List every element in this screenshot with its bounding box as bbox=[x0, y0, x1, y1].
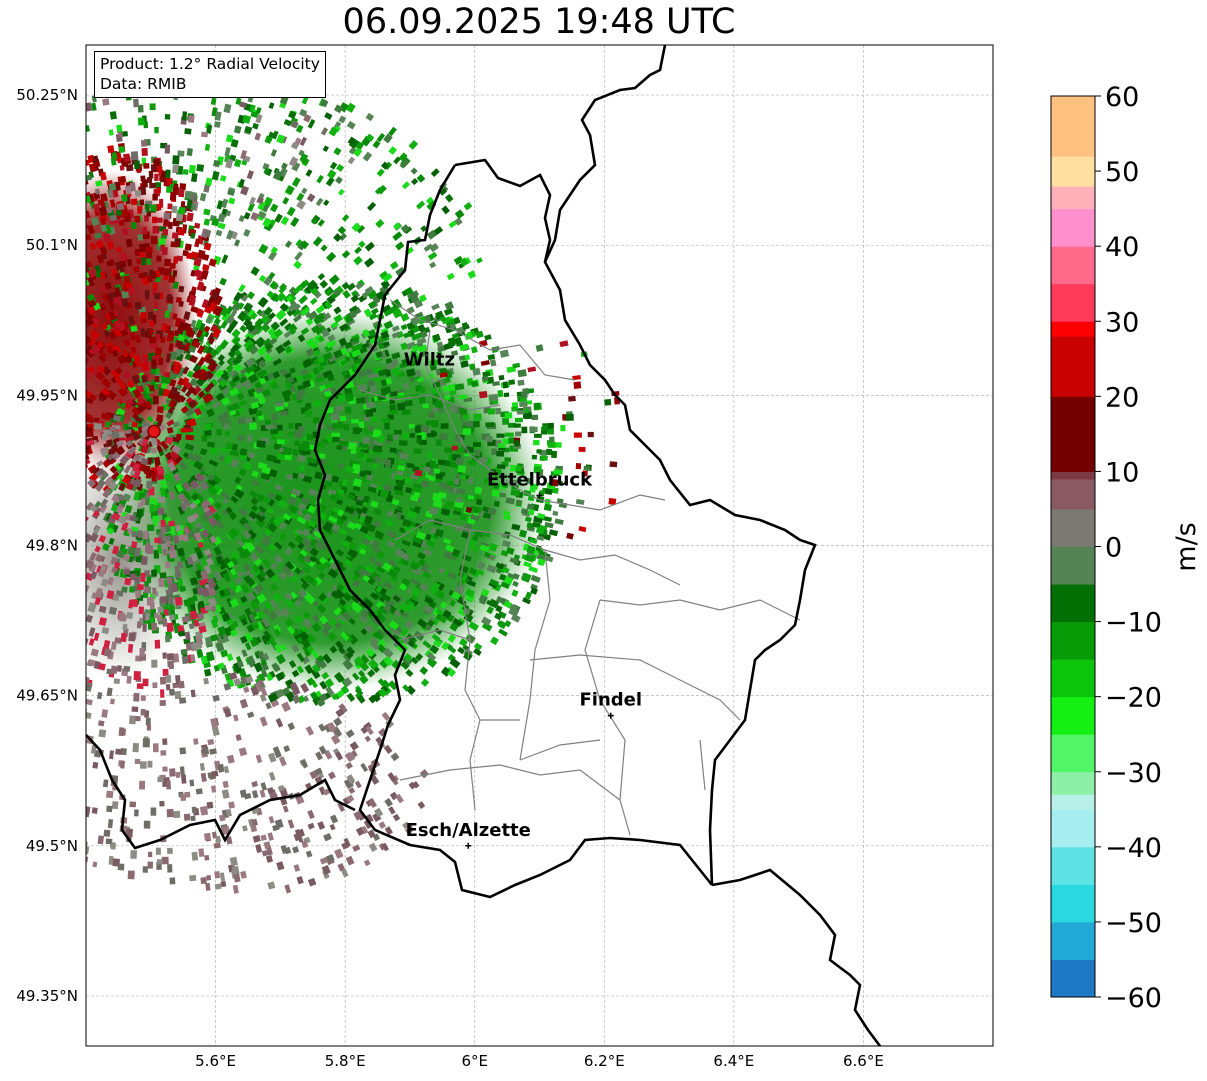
colorbar-segment bbox=[1051, 734, 1095, 773]
city-label: Ettelbruck bbox=[487, 469, 593, 490]
radar-site-marker bbox=[147, 424, 161, 439]
map-title: 06.09.2025 19:48 UTC bbox=[342, 2, 736, 42]
colorbar-segment bbox=[1051, 156, 1095, 187]
colorbar-segment bbox=[1051, 546, 1095, 585]
colorbar-segment bbox=[1051, 471, 1095, 480]
lon-tick-label: 5.8°E bbox=[325, 1052, 366, 1070]
y-axis-ticks: 50.25°N 50.1°N 49.95°N 49.8°N 49.65°N 49.5°N 4… bbox=[16, 86, 78, 1005]
colorbar-segment bbox=[1051, 959, 1095, 998]
colorbar-ticks: 60 50 40 30 20 10 0 −10 −20 −30 −40 −50 −60 bbox=[1095, 82, 1162, 1014]
product-info-box: Product: 1.2° Radial Velocity Data: RMIB bbox=[94, 51, 326, 98]
canton-boundaries bbox=[359, 299, 801, 836]
colorbar-tick-label: −10 bbox=[1105, 608, 1162, 639]
colorbar-segment bbox=[1051, 771, 1095, 795]
lat-tick-label: 49.65°N bbox=[16, 687, 78, 705]
colorbar-segment bbox=[1051, 208, 1095, 247]
colorbar-segment bbox=[1051, 584, 1095, 623]
colorbar-segment bbox=[1051, 96, 1095, 157]
lon-tick-label: 6.4°E bbox=[713, 1052, 754, 1070]
colorbar-tick-label: −50 bbox=[1105, 908, 1162, 939]
lat-tick-label: 49.35°N bbox=[16, 987, 78, 1005]
x-axis-ticks: 5.6°E 5.8°E 6°E 6.2°E 6.4°E 6.6°E bbox=[195, 1052, 884, 1070]
data-source-label: Data: RMIB bbox=[100, 75, 187, 93]
lat-tick-label: 50.25°N bbox=[16, 86, 78, 104]
lon-tick-label: 5.6°E bbox=[195, 1052, 236, 1070]
lon-tick-label: 6°E bbox=[461, 1052, 488, 1070]
lon-tick-label: 6.6°E bbox=[843, 1052, 884, 1070]
colorbar-segment bbox=[1051, 396, 1095, 472]
colorbar-segments bbox=[1051, 96, 1095, 998]
colorbar-tick-label: −40 bbox=[1105, 833, 1162, 864]
colorbar-segment bbox=[1051, 283, 1095, 322]
lat-tick-label: 49.95°N bbox=[16, 386, 78, 404]
lat-tick-label: 49.8°N bbox=[26, 537, 78, 555]
city-label: Findel bbox=[579, 690, 642, 711]
colorbar-tick-label: 10 bbox=[1105, 457, 1139, 488]
product-label: Product: 1.2° Radial Velocity bbox=[100, 55, 320, 73]
colorbar-tick-label: 0 bbox=[1105, 533, 1122, 564]
country-border-belgium-luxembourg bbox=[313, 158, 817, 899]
colorbar-tick-label: 50 bbox=[1105, 157, 1139, 188]
lon-tick-label: 6.2°E bbox=[584, 1052, 625, 1070]
colorbar-segment bbox=[1051, 478, 1095, 510]
country-border-germany-south bbox=[711, 868, 882, 1046]
radar-echoes bbox=[86, 57, 620, 894]
colorbar-tick-label: 60 bbox=[1105, 82, 1139, 113]
colorbar-tick-label: 40 bbox=[1105, 232, 1139, 263]
country-border-belgium-france bbox=[86, 734, 356, 850]
colorbar-segment bbox=[1051, 621, 1095, 660]
colorbar-tick-label: 20 bbox=[1105, 382, 1139, 413]
colorbar-tick-label: −60 bbox=[1105, 983, 1162, 1014]
colorbar-segment bbox=[1051, 246, 1095, 285]
colorbar-segment bbox=[1051, 884, 1095, 923]
colorbar-segment bbox=[1051, 186, 1095, 210]
borders bbox=[86, 45, 882, 1046]
lat-tick-label: 49.5°N bbox=[26, 837, 78, 855]
map-frame bbox=[85, 44, 994, 1047]
country-border-germany bbox=[543, 45, 667, 263]
colorbar-label: m/s bbox=[1171, 522, 1202, 571]
map-area[interactable]: Wiltz Ettelbruck Findel Esch/Alzette bbox=[20, 45, 993, 1046]
colorbar-segment bbox=[1051, 809, 1095, 848]
colorbar-segment bbox=[1051, 846, 1095, 885]
colorbar: 60 50 40 30 20 10 0 −10 −20 −30 −40 −50 −60 m/s bbox=[1050, 82, 1202, 1014]
colorbar-segment bbox=[1051, 921, 1095, 960]
colorbar-segment bbox=[1051, 508, 1095, 547]
colorbar-segment bbox=[1051, 794, 1095, 810]
city-label: Esch/Alzette bbox=[406, 820, 531, 841]
colorbar-segment bbox=[1051, 321, 1095, 337]
colorbar-segment bbox=[1051, 696, 1095, 735]
city-labels: Wiltz Ettelbruck Findel Esch/Alzette bbox=[404, 349, 642, 849]
colorbar-tick-label: 30 bbox=[1105, 307, 1139, 338]
colorbar-segment bbox=[1051, 659, 1095, 698]
city-label: Wiltz bbox=[404, 349, 455, 370]
colorbar-tick-label: −30 bbox=[1105, 758, 1162, 789]
lat-tick-label: 50.1°N bbox=[26, 236, 78, 254]
colorbar-tick-label: −20 bbox=[1105, 683, 1162, 714]
colorbar-segment bbox=[1051, 336, 1095, 397]
